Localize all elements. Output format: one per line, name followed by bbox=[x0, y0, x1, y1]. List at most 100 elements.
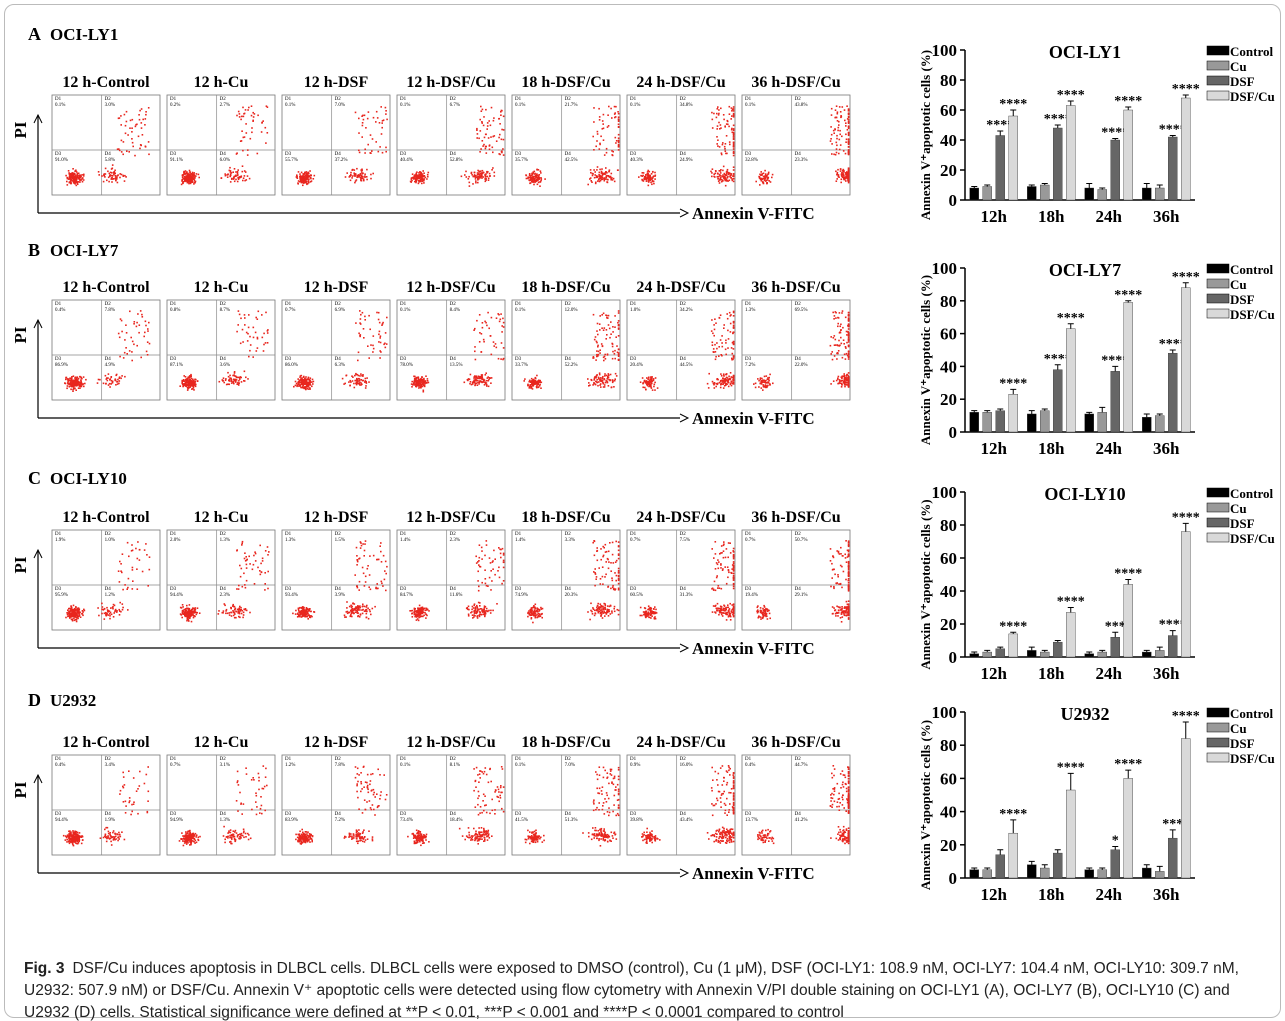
dot bbox=[239, 378, 241, 380]
dot bbox=[142, 316, 144, 318]
plot-title: 18 h-DSF/Cu bbox=[521, 74, 610, 91]
dot bbox=[597, 176, 599, 178]
dot bbox=[618, 142, 620, 144]
dot bbox=[97, 607, 99, 609]
dot bbox=[848, 121, 850, 123]
dot bbox=[611, 117, 613, 119]
dot bbox=[358, 352, 360, 354]
dot bbox=[415, 175, 417, 177]
dot bbox=[837, 352, 839, 354]
dot bbox=[719, 146, 721, 148]
dot bbox=[142, 571, 144, 573]
dots bbox=[181, 105, 268, 185]
dot bbox=[386, 317, 388, 319]
dot bbox=[139, 148, 141, 150]
x-axis-label: Annexin V-FITC bbox=[692, 409, 815, 428]
dot bbox=[111, 175, 113, 177]
dot bbox=[428, 382, 430, 384]
dot bbox=[842, 173, 844, 175]
dot bbox=[237, 382, 239, 384]
dot bbox=[362, 122, 364, 124]
dot bbox=[73, 177, 75, 179]
dot bbox=[604, 354, 606, 356]
dot bbox=[653, 181, 655, 183]
quadrant-percent: 0.4% bbox=[55, 308, 65, 313]
dot bbox=[482, 322, 484, 324]
dot bbox=[149, 569, 151, 571]
dot bbox=[603, 114, 605, 116]
dot bbox=[127, 609, 129, 611]
dot bbox=[494, 558, 496, 560]
dot bbox=[136, 124, 138, 126]
dot bbox=[256, 350, 258, 352]
dot bbox=[375, 141, 377, 143]
dot bbox=[467, 379, 469, 381]
dot bbox=[767, 379, 769, 381]
dot bbox=[605, 338, 607, 340]
dot bbox=[475, 609, 477, 611]
dot bbox=[416, 177, 418, 179]
dot bbox=[484, 384, 486, 386]
dot bbox=[417, 607, 419, 609]
dot bbox=[414, 181, 416, 183]
dot bbox=[244, 584, 246, 586]
dot bbox=[618, 541, 620, 543]
dot bbox=[369, 329, 371, 331]
dot bbox=[733, 348, 735, 350]
dot bbox=[138, 114, 140, 116]
dot bbox=[371, 150, 373, 152]
dot bbox=[606, 334, 608, 336]
quadrant-percent: 1.0% bbox=[630, 308, 640, 313]
dot bbox=[494, 574, 496, 576]
dot bbox=[110, 172, 112, 174]
dot bbox=[120, 115, 122, 117]
dot bbox=[708, 387, 710, 389]
dot bbox=[382, 585, 384, 587]
dot bbox=[606, 171, 608, 173]
dot bbox=[300, 614, 302, 616]
dot bbox=[267, 132, 269, 134]
dot bbox=[136, 568, 138, 570]
dot bbox=[715, 351, 717, 353]
dot bbox=[718, 176, 720, 178]
dot bbox=[423, 172, 425, 174]
dot bbox=[532, 181, 534, 183]
dot bbox=[378, 312, 380, 314]
dot bbox=[314, 611, 316, 613]
dot bbox=[385, 147, 387, 149]
dot bbox=[122, 553, 124, 555]
dot bbox=[105, 383, 107, 385]
dot bbox=[302, 613, 304, 615]
dot bbox=[300, 180, 302, 182]
dot bbox=[179, 385, 181, 387]
dot bbox=[147, 585, 149, 587]
dot bbox=[848, 138, 850, 140]
dot bbox=[198, 177, 200, 179]
dot bbox=[311, 381, 313, 383]
dot bbox=[616, 575, 618, 577]
dot bbox=[144, 549, 146, 551]
dot bbox=[597, 603, 599, 605]
panel-name: OCI-LY7 bbox=[50, 241, 119, 260]
dot bbox=[487, 122, 489, 124]
dot bbox=[722, 170, 724, 172]
dot bbox=[233, 379, 235, 381]
dot bbox=[181, 607, 183, 609]
dot bbox=[368, 357, 370, 359]
dot bbox=[65, 383, 67, 385]
dot bbox=[711, 112, 713, 114]
dot bbox=[129, 350, 131, 352]
dot bbox=[110, 607, 112, 609]
dot bbox=[115, 180, 117, 182]
dot bbox=[65, 379, 67, 381]
dot bbox=[416, 378, 418, 380]
dot bbox=[845, 134, 847, 136]
quadrant-name: D1 bbox=[400, 302, 407, 307]
dot bbox=[717, 145, 719, 147]
dot bbox=[236, 379, 238, 381]
dot bbox=[720, 384, 722, 386]
dot bbox=[110, 377, 112, 379]
dot bbox=[476, 128, 478, 130]
quadrant-name: D3 bbox=[400, 587, 407, 592]
dot bbox=[720, 339, 722, 341]
